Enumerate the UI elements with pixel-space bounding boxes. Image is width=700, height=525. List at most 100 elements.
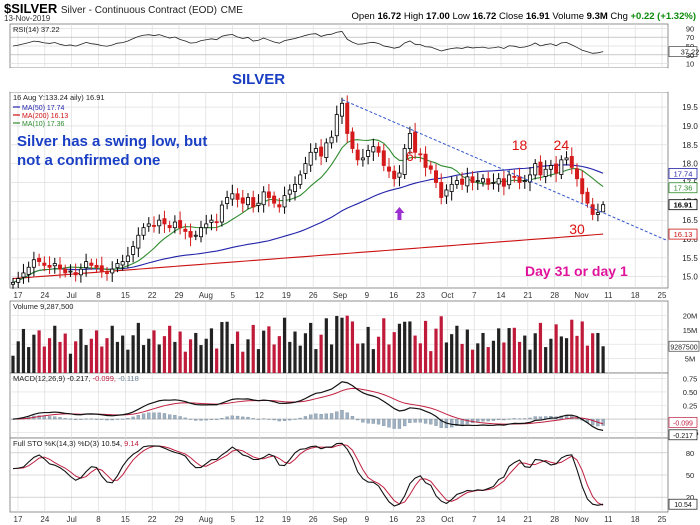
price-candle xyxy=(324,142,329,158)
volume-bar xyxy=(136,322,140,373)
volume-bar xyxy=(356,343,360,373)
volume-bar xyxy=(434,328,438,373)
price-candle xyxy=(16,278,21,283)
price-candle xyxy=(308,151,313,166)
macd-histogram-bar xyxy=(230,415,234,420)
x-tick-label: Nov xyxy=(574,515,588,524)
volume-bar xyxy=(538,322,543,373)
macd-histogram-bar xyxy=(465,418,469,424)
contract-description: Silver - Continuous Contract (EOD) xyxy=(60,5,218,16)
price-candle xyxy=(292,183,297,192)
price-candle xyxy=(204,223,209,229)
macd-histogram-bar xyxy=(361,418,365,423)
price-candle xyxy=(125,255,130,263)
x-tick-label: 5 xyxy=(230,515,235,524)
x-tick-label: Nov xyxy=(574,291,588,300)
exchange: CME xyxy=(220,5,243,16)
price-candle xyxy=(21,272,26,278)
macd-histogram-bar xyxy=(403,418,407,427)
price-tag: 17.36 xyxy=(674,184,693,193)
vol-tick: 5M xyxy=(685,355,695,364)
macd-histogram-bar xyxy=(538,416,543,420)
price-candle xyxy=(595,212,600,215)
price-candle xyxy=(376,146,381,153)
volume-bar xyxy=(131,335,135,373)
macd-histogram-bar xyxy=(162,413,167,420)
volume-bar xyxy=(533,333,537,373)
vol-tag: 9287500 xyxy=(670,344,697,351)
sto-label-part: Full STO %K(14,3) %D(3) xyxy=(13,439,101,448)
price-candle xyxy=(439,182,444,198)
macd-histogram-bar xyxy=(408,418,412,423)
volume-bar xyxy=(121,335,125,373)
price-tick: 19.5 xyxy=(682,103,698,112)
price-candle xyxy=(245,197,250,206)
sto-label-part: 9.14 xyxy=(124,439,139,448)
macd-histogram-bar xyxy=(225,416,229,420)
price-candle xyxy=(407,133,412,149)
volume-bar xyxy=(554,324,558,373)
macd-histogram-bar xyxy=(423,418,428,424)
price-candle xyxy=(339,102,344,117)
macd-histogram-bar xyxy=(152,412,156,420)
price-candle xyxy=(454,180,459,185)
macd-tag-box xyxy=(668,429,698,441)
x-tick-label: 21 xyxy=(523,515,532,524)
macd-histogram-bar xyxy=(371,418,375,424)
x-tick-label: 14 xyxy=(497,291,506,300)
rsi-tick: 70 xyxy=(686,33,694,42)
x-tick-label: 26 xyxy=(309,291,318,300)
price-candle xyxy=(381,150,386,166)
price-tick: 15.0 xyxy=(682,273,698,282)
volume-bar xyxy=(517,341,522,373)
macd-histogram-bar xyxy=(183,417,187,420)
panel-price xyxy=(9,91,669,289)
volume-bar xyxy=(601,346,605,373)
open-value: 16.72 xyxy=(377,11,402,22)
volume-bar xyxy=(272,344,276,373)
volume-bar xyxy=(329,344,334,373)
ohlc-readout: Open 16.72 High 17.00 Low 16.72 Close 16… xyxy=(352,11,696,22)
price-candle xyxy=(219,204,224,223)
macd-line xyxy=(12,381,604,431)
price-candle xyxy=(157,219,162,227)
macd-histogram-bar xyxy=(178,416,182,420)
price-candle xyxy=(251,197,256,208)
volume-bar xyxy=(68,353,73,373)
x-tick-label: Jul xyxy=(67,291,77,300)
macd-histogram-bar xyxy=(293,418,297,420)
price-candle xyxy=(31,259,36,268)
macd-histogram-bar xyxy=(272,418,276,421)
volume-bar xyxy=(47,338,52,373)
price-candle xyxy=(386,166,391,172)
sto-tick: 20 xyxy=(686,493,694,502)
price-candle xyxy=(178,220,183,229)
volume-bar xyxy=(408,321,412,373)
price-candle xyxy=(94,264,99,268)
macd-histogram-bar xyxy=(303,416,308,420)
volume-bar xyxy=(564,338,569,373)
chart-header: $SILVER Silver - Continuous Contract (EO… xyxy=(0,0,700,24)
symbol: $SILVER xyxy=(4,1,58,16)
macd-histogram-bar xyxy=(376,418,381,425)
x-tick-label: 15 xyxy=(121,291,130,300)
volume-bar xyxy=(429,351,433,373)
rsi-line xyxy=(12,30,604,54)
x-tick-label: 21 xyxy=(523,291,532,300)
volume-bar xyxy=(110,325,114,373)
macd-histogram-bar xyxy=(591,418,595,426)
price-tag: 16.13 xyxy=(674,230,693,239)
price-candle xyxy=(465,176,470,187)
volume-label: Volume xyxy=(552,11,585,22)
macd-histogram-bar xyxy=(157,412,161,420)
volume-bar xyxy=(16,341,20,373)
volume-bar xyxy=(345,315,349,373)
volume-bar xyxy=(53,325,57,373)
volume-bar xyxy=(126,349,130,373)
price-candle xyxy=(548,165,553,170)
macd-histogram-bar xyxy=(434,418,438,426)
price-candle xyxy=(319,146,324,157)
price-candle xyxy=(350,131,355,149)
macd-histogram-bar xyxy=(324,413,328,420)
price-candle xyxy=(188,231,193,238)
